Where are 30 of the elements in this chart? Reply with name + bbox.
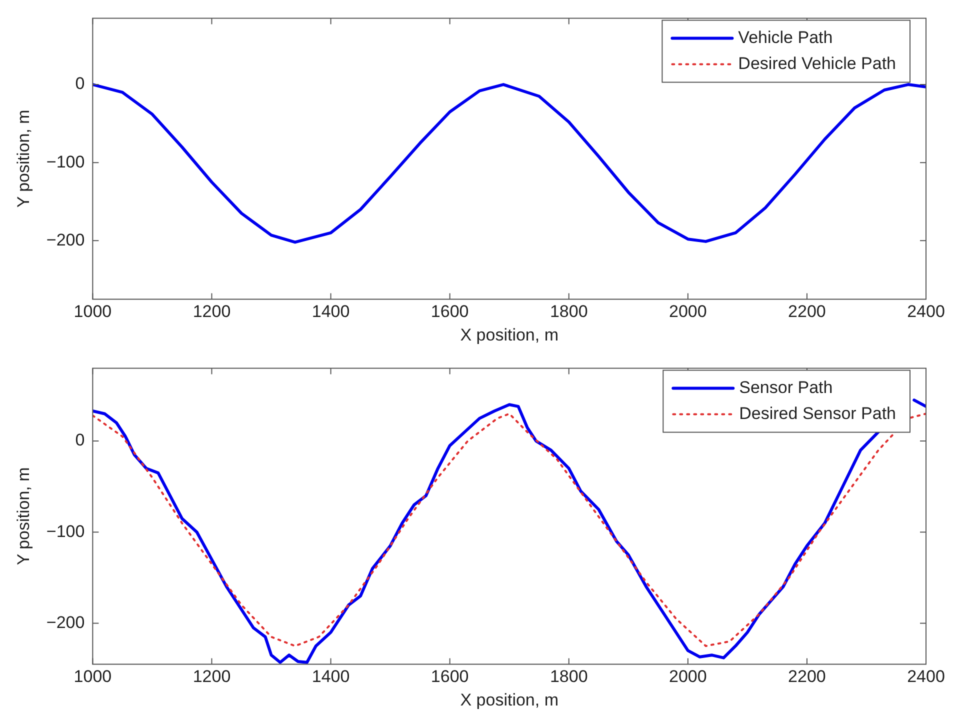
x-axis-title: X position, m: [460, 690, 558, 710]
x-tick-label: 1600: [430, 302, 469, 322]
x-tick-label: 1000: [74, 667, 112, 686]
x-tick-label: 2400: [907, 667, 945, 686]
y-axis-title: Y position, m: [14, 110, 33, 208]
x-tick-label: 2000: [669, 667, 707, 686]
x-tick-label: 2200: [788, 667, 826, 686]
y-axis-title: Y position, m: [14, 467, 33, 566]
legend-label: Sensor Path: [739, 378, 833, 397]
x-tick-label: 1800: [550, 302, 588, 322]
y-tick-label: −100: [46, 522, 85, 541]
y-tick-label: 0: [75, 74, 85, 94]
x-tick-label: 1400: [312, 667, 350, 686]
x-tick-label: 2400: [907, 302, 945, 322]
x-tick-label: 1000: [74, 302, 112, 322]
x-tick-label: 1600: [430, 667, 469, 686]
y-tick-label: 0: [75, 430, 85, 450]
x-tick-label: 1200: [192, 667, 231, 686]
legend-label: Desired Sensor Path: [739, 404, 896, 423]
x-tick-label: 1200: [192, 302, 231, 322]
x-tick-label: 1800: [550, 667, 588, 686]
y-tick-label: −100: [46, 152, 85, 172]
legend-label: Desired Vehicle Path: [738, 54, 896, 73]
x-tick-label: 2200: [788, 302, 826, 322]
y-tick-label: −200: [46, 612, 85, 632]
x-tick-label: 2000: [669, 302, 707, 322]
x-axis-title: X position, m: [460, 325, 558, 344]
x-tick-label: 1400: [312, 302, 350, 322]
legend-label: Vehicle Path: [738, 28, 833, 47]
y-tick-label: −200: [46, 230, 85, 250]
